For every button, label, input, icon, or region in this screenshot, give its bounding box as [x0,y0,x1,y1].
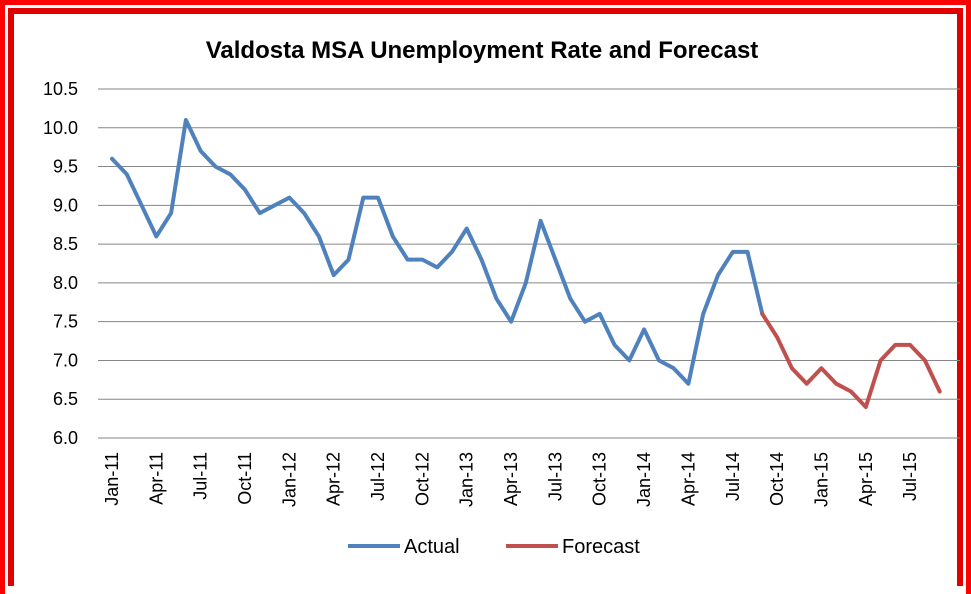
y-tick-label: 6.0 [53,428,78,448]
x-tick-label: Apr-11 [146,452,166,505]
x-tick-label: Jul-15 [900,452,920,501]
y-tick-label: 6.5 [53,389,78,409]
y-tick-label: 8.0 [53,273,78,293]
y-tick-label: 7.5 [53,312,78,332]
x-tick-label: Jul-14 [723,452,743,501]
x-tick-label: Apr-15 [856,452,876,506]
x-tick-label: Jan-15 [811,452,831,507]
series-lines [110,118,942,409]
y-tick-label: 8.5 [53,234,78,254]
legend-label-actual: Actual [404,536,460,558]
x-tick-label: Jan-13 [457,452,477,507]
legend-label-forecast: Forecast [562,536,640,558]
x-tick-label: Apr-13 [501,452,521,506]
x-tick-label: Oct-13 [590,452,610,506]
x-tick-label: Apr-12 [324,452,344,506]
x-axis-tick-labels: Jan-11 Apr-11 Jul-11 Oct-11 Jan-12 Apr-12 Jul-… [102,452,920,507]
x-tick-label: Oct-12 [412,452,432,506]
series-line-forecast [760,311,942,409]
x-tick-label: Oct-11 [235,452,255,505]
x-tick-label: Jul-12 [368,452,388,501]
y-tick-label: 9.0 [53,195,78,215]
y-tick-label: 10.0 [43,118,78,138]
y-tick-label: 9.5 [53,157,78,177]
series-line-actual [110,118,765,386]
x-tick-label: Oct-14 [767,452,787,506]
y-tick-label: 7.0 [53,350,78,370]
legend: Actual Forecast [348,536,640,558]
x-tick-label: Apr-14 [678,452,698,506]
x-tick-label: Jul-13 [545,452,565,501]
x-tick-label: Jan-12 [279,452,299,507]
gridlines [98,88,960,439]
x-tick-label: Jan-14 [634,452,654,507]
y-axis-tick-labels: 6.0 6.5 7.0 7.5 8.0 8.5 9.0 9.5 10.0 10.5 [43,79,78,448]
y-tick-label: 10.5 [43,79,78,99]
x-tick-label: Jul-11 [191,452,211,500]
chart-title: Valdosta MSA Unemployment Rate and Forec… [206,37,759,64]
x-tick-label: Jan-11 [102,452,122,506]
